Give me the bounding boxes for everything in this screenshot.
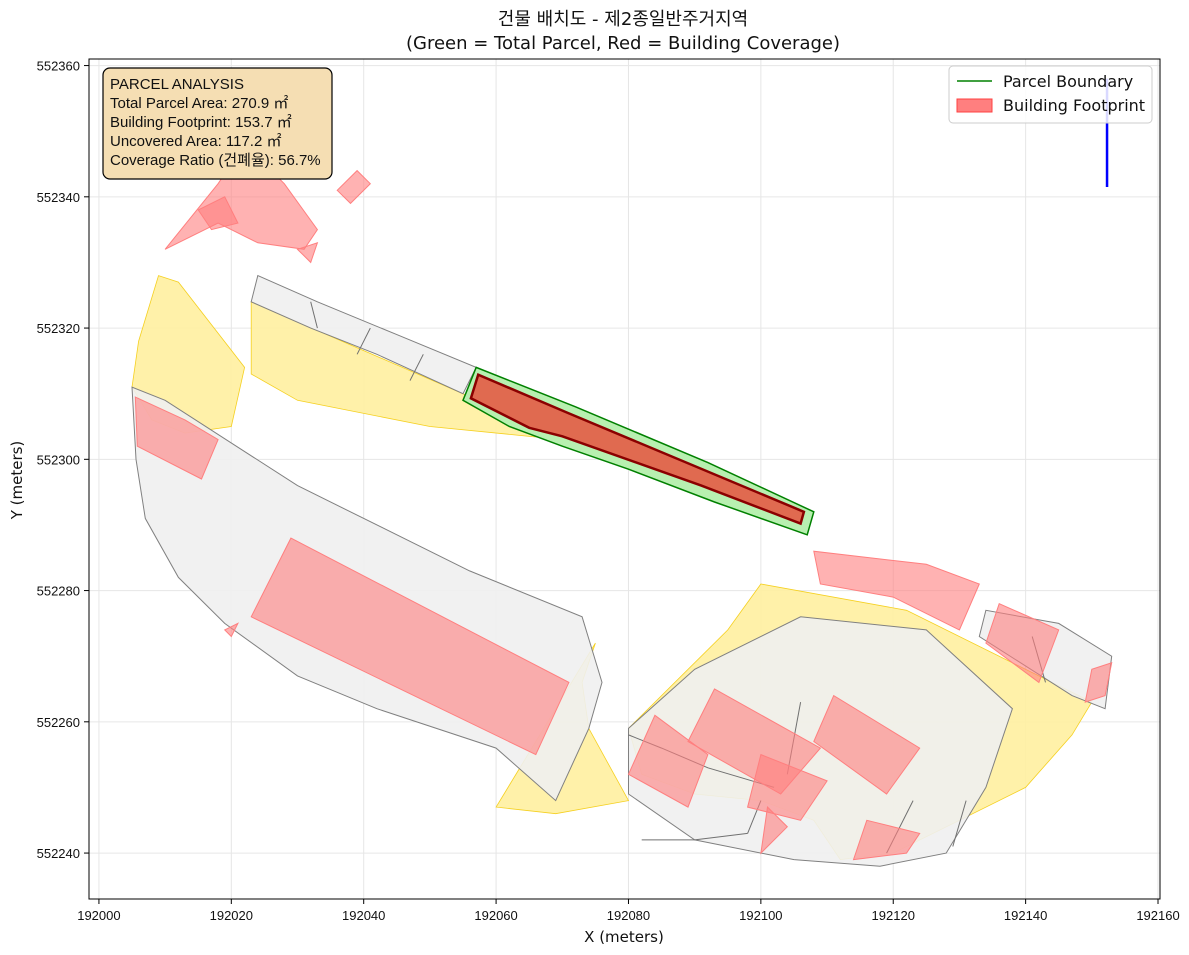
neighbor-parcel xyxy=(250,274,477,395)
x-tick-label: 192120 xyxy=(872,908,915,923)
other-building xyxy=(985,603,1060,684)
y-axis-ticks: 552240 552260 552280 552300 552320 552340 5523… xyxy=(37,59,89,861)
axes-frame xyxy=(88,58,1161,900)
y-tick-label: 552240 xyxy=(37,846,80,861)
y-tick-label: 552300 xyxy=(37,452,80,467)
x-tick-label: 192140 xyxy=(1004,908,1047,923)
target-building-footprint xyxy=(469,373,806,526)
other-building xyxy=(813,550,980,631)
legend-label-building-footprint: Building Footprint xyxy=(1003,96,1145,115)
other-building xyxy=(746,753,828,821)
info-line-coverage: Coverage Ratio (건폐율): 56.7% xyxy=(110,152,321,169)
x-tick-label: 192060 xyxy=(474,908,517,923)
other-building xyxy=(627,714,709,808)
parcel-divider xyxy=(356,327,371,355)
other-building xyxy=(296,242,319,264)
other-building xyxy=(134,396,219,480)
info-line-uncovered: Uncovered Area: 117.2 ㎡ xyxy=(110,133,282,150)
y-tick-label: 552320 xyxy=(37,321,80,336)
y-tick-label: 552360 xyxy=(37,59,80,74)
x-axis-label: X (meters) xyxy=(584,928,664,946)
legend-building-patch xyxy=(956,98,993,113)
info-box-background xyxy=(102,67,333,180)
info-box: PARCEL ANALYSIS Total Parcel Area: 270.9… xyxy=(102,67,333,180)
other-building xyxy=(250,537,570,756)
y-tick-label: 552340 xyxy=(37,190,80,205)
info-line-footprint: Building Footprint: 153.7 ㎡ xyxy=(110,114,292,131)
chart-subtitle: (Green = Total Parcel, Red = Building Co… xyxy=(406,33,840,54)
x-tick-label: 192000 xyxy=(77,908,120,923)
y-tick-label: 552280 xyxy=(37,584,80,599)
x-tick-label: 192020 xyxy=(210,908,253,923)
plot-area xyxy=(131,78,1113,867)
parcel-divider xyxy=(409,354,424,381)
target-parcel xyxy=(462,366,815,536)
other-building xyxy=(760,806,789,855)
chart-title: 건물 배치도 - 제2종일반주거지역 xyxy=(498,9,748,30)
other-buildings xyxy=(134,143,1113,861)
info-line-heading: PARCEL ANALYSIS xyxy=(110,76,244,93)
x-axis-ticks: 192000 192020 192040 192060 192080 192100 1921… xyxy=(77,899,1180,923)
legend: Parcel Boundary Building Footprint xyxy=(948,65,1153,124)
x-tick-label: 192040 xyxy=(342,908,385,923)
y-tick-label: 552260 xyxy=(37,715,80,730)
other-building xyxy=(336,169,372,205)
legend-background xyxy=(948,65,1153,124)
x-tick-label: 192080 xyxy=(607,908,650,923)
other-building xyxy=(852,819,921,861)
parcel-divider xyxy=(641,832,748,841)
info-line-parcel-area: Total Parcel Area: 270.9 ㎡ xyxy=(110,95,288,112)
other-building xyxy=(197,196,239,231)
legend-label-parcel-boundary: Parcel Boundary xyxy=(1003,72,1133,91)
x-tick-label: 192100 xyxy=(739,908,782,923)
parcel-divider xyxy=(952,800,967,847)
y-axis-label: Y (meters) xyxy=(8,441,26,521)
other-building xyxy=(1084,662,1113,703)
other-building xyxy=(223,622,240,638)
other-building xyxy=(813,694,921,795)
x-tick-label: 192160 xyxy=(1136,908,1179,923)
parcel-divider xyxy=(310,301,318,329)
